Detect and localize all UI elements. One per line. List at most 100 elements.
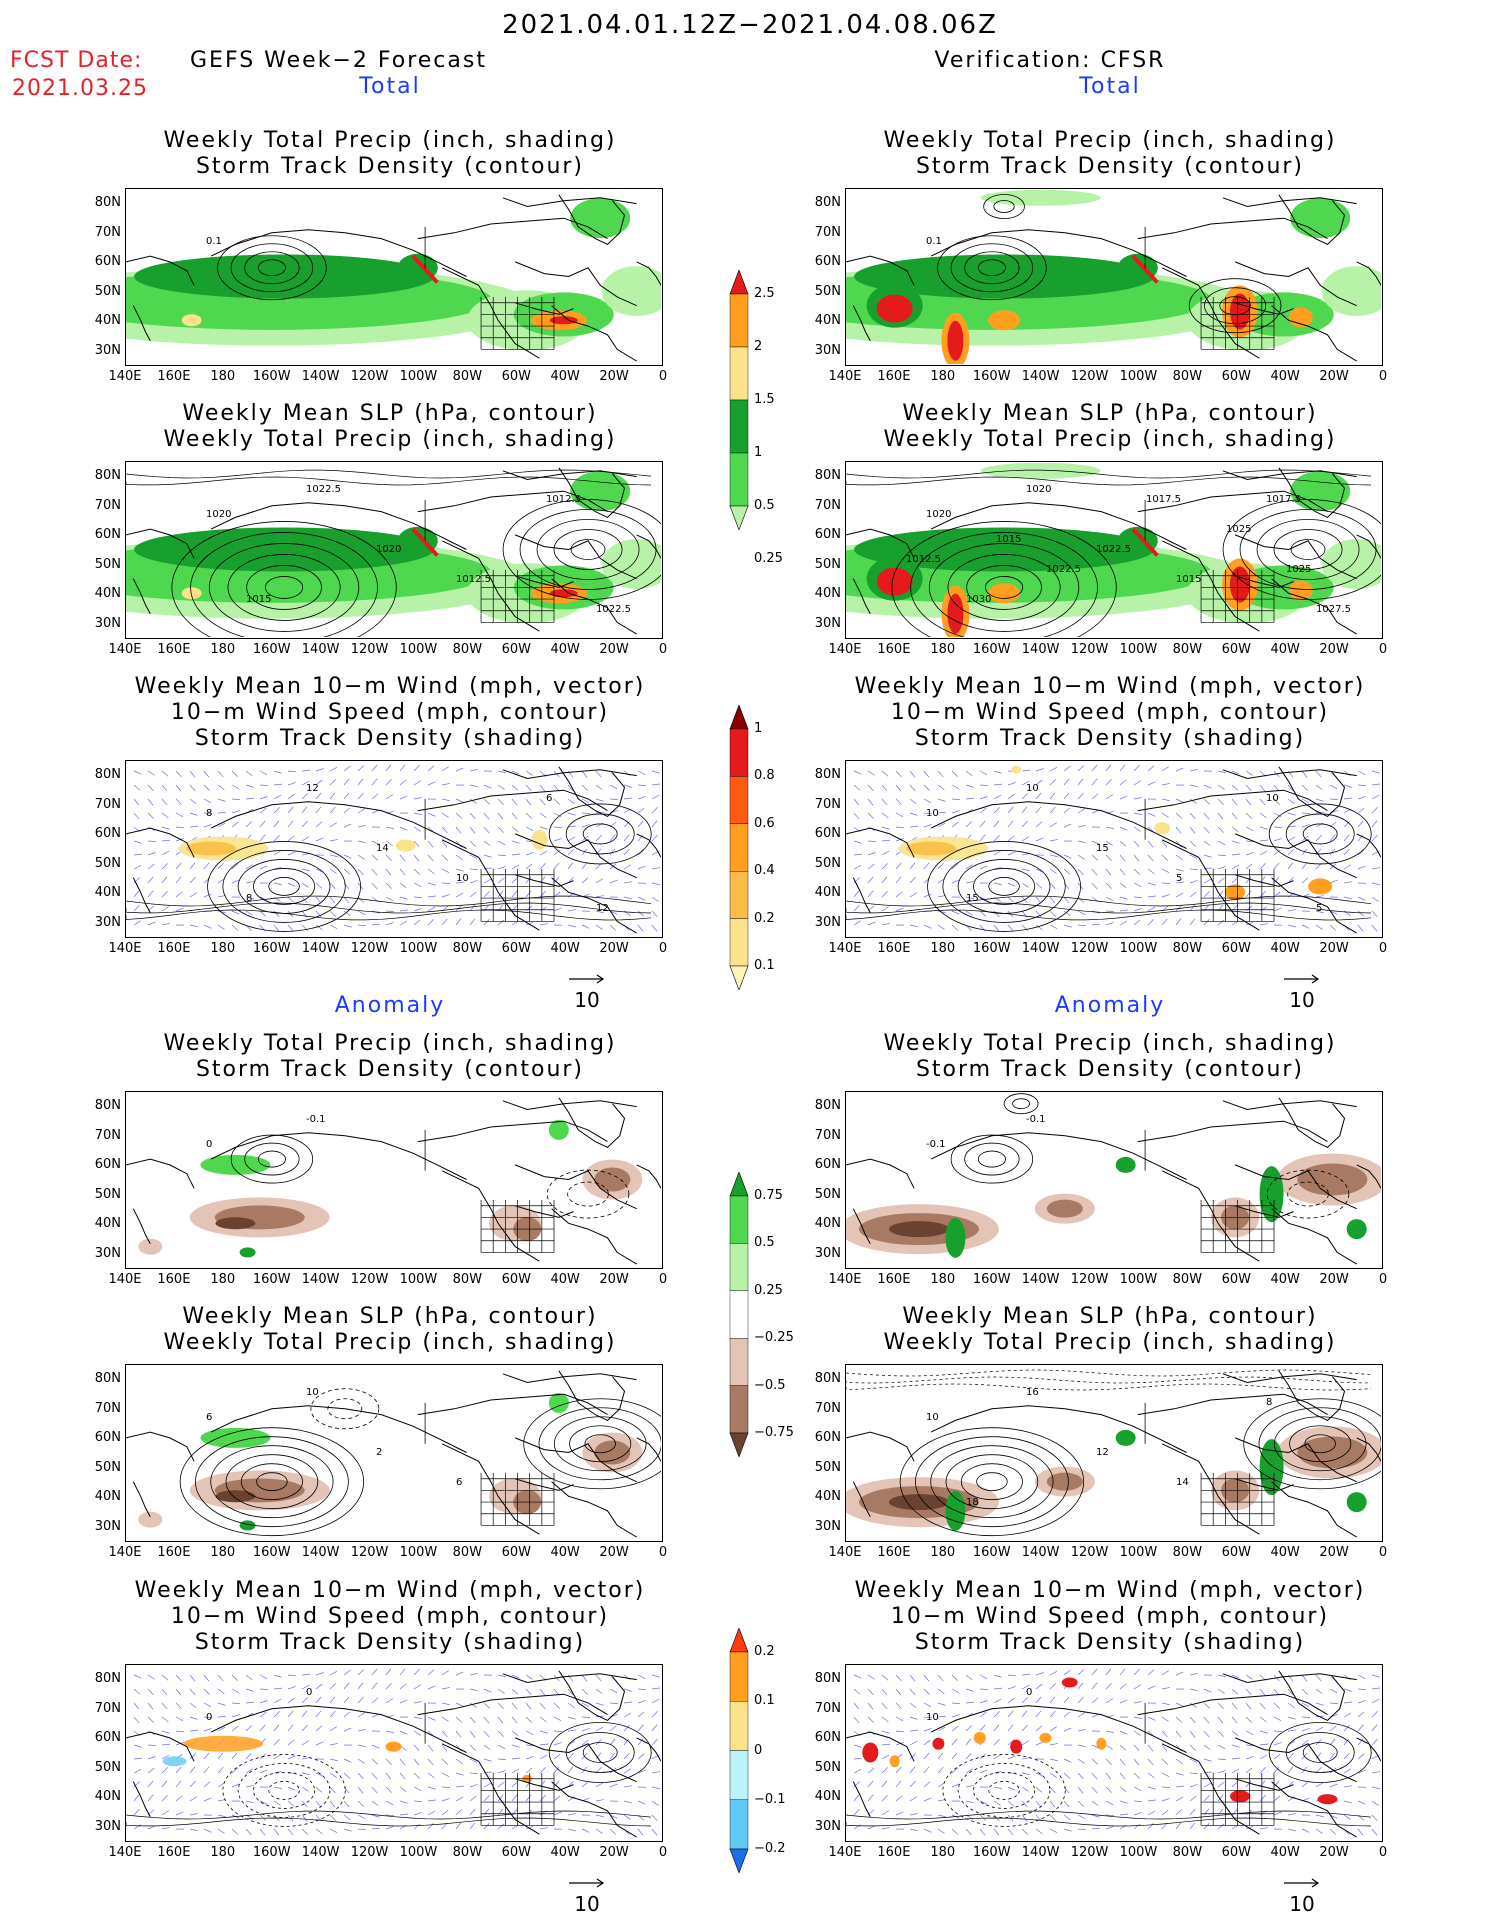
lon-tick-label: 60W — [501, 369, 531, 384]
contour-label: 10 — [1266, 793, 1279, 804]
lon-tick-label: 140E — [828, 1545, 862, 1560]
lat-tick-label: 70N — [94, 796, 121, 812]
fcst-total-precip-title-2: Storm Track Density (contour) — [195, 154, 585, 179]
lat-tick-label: 70N — [814, 497, 841, 513]
obs-anom-wind-title-3: Storm Track Density (shading) — [914, 1630, 1306, 1655]
lon-tick-label: 80W — [1172, 642, 1203, 657]
lon-tick-label: 60W — [1221, 941, 1251, 956]
fcst-anom-ref-vector: 10 — [562, 1870, 612, 1916]
contour-label: 1017.5 — [1146, 494, 1181, 505]
lon-tick-label: 140E — [828, 941, 862, 956]
lat-tick-label: 40N — [814, 1789, 841, 1804]
contour-label: 1025 — [1286, 564, 1311, 575]
lat-tick-label: 40N — [94, 1489, 121, 1504]
anomaly-storm-colorbar: 0.2 0.1 0 −0.1 −0.2 — [728, 1627, 798, 1874]
contour-label: 1022.5 — [1096, 544, 1131, 555]
lon-tick-label: 20W — [599, 642, 629, 657]
lon-tick-label: 180 — [210, 1545, 236, 1560]
lon-tick-label: 160E — [877, 1545, 911, 1560]
lon-tick-label: 120W — [1070, 1845, 1109, 1860]
contour-label: 10 — [1026, 783, 1039, 794]
lon-tick-label: 120W — [350, 369, 389, 384]
contour-label: 1027.5 — [1316, 604, 1351, 615]
lat-tick-label: 80N — [814, 195, 841, 210]
obs-anom-slp-map: 10 16 14 12 8 18 — [845, 1364, 1383, 1542]
fcst-total-wind-title-1: Weekly Mean 10−m Wind (mph, vector) — [134, 674, 646, 699]
lon-tick-label: 100W — [399, 1545, 438, 1560]
lon-tick-label: 160E — [877, 1272, 911, 1287]
colorbar-label: 0.8 — [754, 768, 775, 784]
lat-tick-label: 50N — [814, 556, 841, 572]
lon-tick-label: 140E — [828, 369, 862, 384]
lon-tick-label: 180 — [930, 642, 956, 657]
lon-tick-label: 140W — [1021, 941, 1060, 956]
lat-tick-label: 80N — [814, 468, 841, 483]
colorbar-label: 0.1 — [754, 1693, 775, 1709]
lon-tick-label: 0 — [1378, 1272, 1388, 1287]
lat-tick-label: 30N — [94, 1518, 121, 1534]
obs-total-slp-title-1: Weekly Mean SLP (hPa, contour) — [902, 401, 1318, 426]
fcst-anom-precip-title-2: Storm Track Density (contour) — [195, 1057, 585, 1082]
lon-tick-label: 100W — [399, 1845, 438, 1860]
colorbar-label: 0.25 — [754, 551, 783, 566]
lon-tick-label: 160E — [157, 1845, 191, 1860]
colorbar-label: −0.25 — [754, 1330, 794, 1346]
lon-tick-label: 20W — [599, 369, 629, 384]
contour-label: 6 — [546, 793, 552, 804]
lon-tick-label: 140E — [108, 642, 142, 657]
contour-label: 1015 — [996, 534, 1021, 545]
lon-tick-label: 60W — [501, 1545, 531, 1560]
lon-tick-label: 140E — [828, 642, 862, 657]
lon-tick-label: 100W — [1119, 642, 1158, 657]
lon-tick-label: 100W — [1119, 1845, 1158, 1860]
lon-tick-label: 180 — [210, 369, 236, 384]
obs-anom-slp-title-1: Weekly Mean SLP (hPa, contour) — [902, 1304, 1318, 1329]
fcst-anom-wind-title-1: Weekly Mean 10−m Wind (mph, vector) — [134, 1578, 646, 1603]
lon-tick-label: 40W — [550, 1272, 580, 1287]
lon-tick-label: 0 — [658, 642, 668, 657]
contour-label: -0.1 — [1026, 1114, 1046, 1125]
colorbar-label: −0.5 — [754, 1377, 786, 1393]
colorbar-label: 0.6 — [754, 815, 775, 831]
lon-tick-label: 60W — [1221, 1845, 1251, 1860]
right-column-title: Verification: CFSR — [934, 48, 1166, 73]
contour-label: 6 — [456, 1477, 462, 1488]
lon-tick-label: 40W — [1270, 642, 1300, 657]
lon-tick-label: 40W — [550, 1845, 580, 1860]
lon-tick-label: 100W — [1119, 941, 1158, 956]
lon-tick-label: 100W — [399, 369, 438, 384]
contour-label: 0.1 — [206, 236, 222, 247]
lat-tick-label: 80N — [94, 1671, 121, 1686]
contour-label: 8 — [1266, 1397, 1272, 1408]
lon-tick-label: 180 — [210, 941, 236, 956]
lon-tick-label: 160E — [877, 1845, 911, 1860]
lon-tick-label: 40W — [1270, 1545, 1300, 1560]
contour-label: 8 — [246, 893, 252, 904]
lon-tick-label: 120W — [1070, 1545, 1109, 1560]
contour-label: 1017.5 — [1266, 494, 1301, 505]
fcst-total-precip-map: 0.1 — [125, 188, 663, 366]
lon-tick-label: 160W — [252, 369, 291, 384]
lon-tick-label: 40W — [550, 1545, 580, 1560]
lon-tick-label: 180 — [210, 642, 236, 657]
lat-tick-label: 40N — [814, 1489, 841, 1504]
contour-label: 14 — [376, 843, 389, 854]
lat-tick-label: 80N — [94, 1098, 121, 1113]
fcst-total-wind-title-2: 10−m Wind Speed (mph, contour) — [170, 700, 610, 725]
left-total-label: Total — [359, 74, 421, 99]
lon-tick-label: 120W — [1070, 642, 1109, 657]
colorbar-label: 0.2 — [754, 910, 775, 926]
lon-tick-label: 0 — [1378, 369, 1388, 384]
obs-anom-precip-map: -0.1 -0.1 — [845, 1091, 1383, 1269]
lon-tick-label: 0 — [1378, 941, 1388, 956]
obs-total-precip-title-1: Weekly Total Precip (inch, shading) — [883, 128, 1337, 153]
colorbar-graphic — [729, 704, 749, 991]
lat-tick-label: 30N — [94, 615, 121, 631]
lat-tick-label: 80N — [814, 1098, 841, 1113]
lon-tick-label: 60W — [501, 1272, 531, 1287]
lat-tick-label: 60N — [94, 826, 121, 841]
contour-label: 1012.5 — [546, 494, 581, 505]
lon-tick-label: 160E — [157, 1272, 191, 1287]
obs-anom-ref-vector: 10 — [1277, 1870, 1327, 1916]
